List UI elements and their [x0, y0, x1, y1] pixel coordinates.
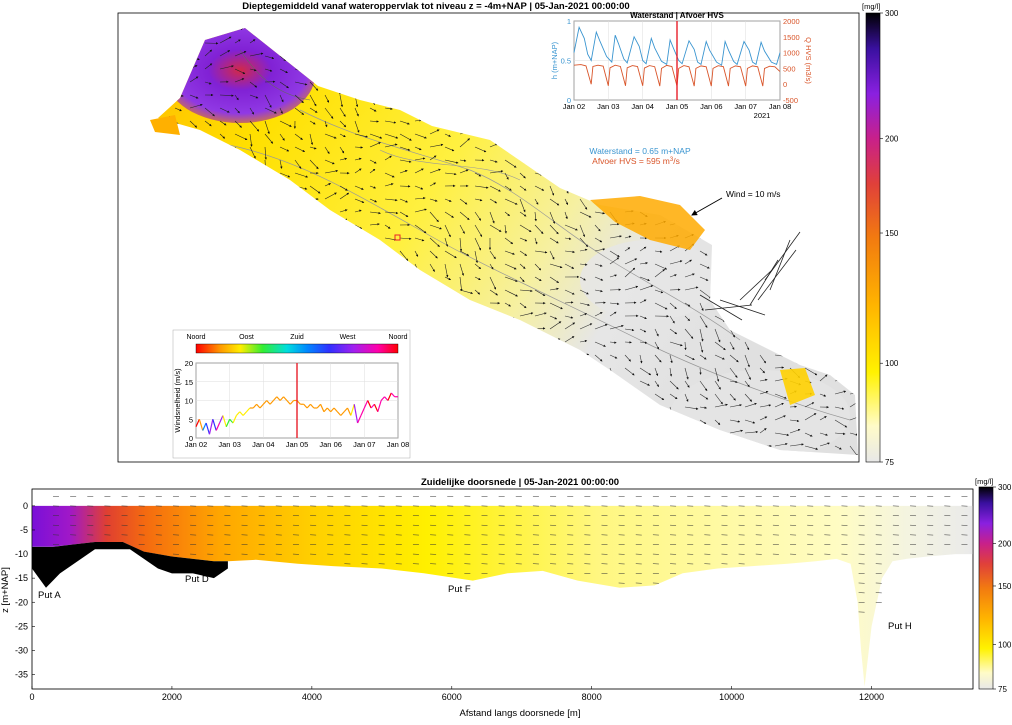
well-label-a: Put A	[38, 590, 61, 601]
wind-ylabel: Windsnelheid (m/s)	[173, 368, 182, 433]
colorbar-tick-label: 300	[885, 9, 899, 18]
inset-top-yright-tick: 2000	[783, 17, 800, 26]
section-x-tick: 10000	[719, 692, 744, 702]
inset-top-yright-tick: 1500	[783, 33, 800, 42]
section-x-tick: 6000	[442, 692, 462, 702]
section-x-tick: 8000	[582, 692, 602, 702]
wind-x-tick: Jan 03	[218, 440, 241, 449]
colorbar-tick-label: 150	[885, 229, 899, 238]
section-x-tick: 4000	[302, 692, 322, 702]
section-title: Zuidelijke doorsnede | 05-Jan-2021 00:00…	[421, 477, 619, 488]
wind-y-tick: 5	[189, 415, 193, 424]
section-colorbar-scale	[979, 487, 993, 689]
waterstand-annotation: Waterstand = 0.65 m+NAP	[589, 146, 691, 156]
top-colorbar-scale	[866, 13, 880, 462]
section-x-tick: 2000	[162, 692, 182, 702]
colorbar-tick-label: 100	[998, 641, 1012, 650]
inset-top-x-tick: Jan 04	[631, 102, 654, 111]
wind-direction-label: West	[340, 334, 356, 341]
inset-top-ylabel: h (m+NAP)	[550, 41, 559, 79]
wind-y-tick: 15	[185, 378, 193, 387]
inset-top-y-tick: 1	[567, 17, 571, 26]
section-colorbar-unit: [mg/l]	[975, 477, 993, 486]
colorbar-tick-label: 75	[885, 458, 894, 467]
inset-top-ylabel-right: Q HVS (m3/s)	[804, 37, 813, 84]
inset-top-yright-tick: -500	[783, 96, 798, 105]
wind-label: Wind = 10 m/s	[726, 189, 781, 199]
section-xlabel: Afstand langs doorsnede [m]	[460, 708, 581, 719]
wind-y-tick: 0	[189, 434, 193, 443]
section-colorbar: [mg/l] 300 200 150 100 75	[975, 477, 1012, 694]
wind-direction-label: Noord	[186, 334, 205, 341]
colorbar-tick-label: 75	[998, 685, 1007, 694]
wind-x-tick: Jan 08	[387, 440, 410, 449]
wind-y-tick: 10	[185, 397, 193, 406]
inset-top-y-tick: 0.5	[561, 57, 571, 66]
inset-top-yright-tick: 0	[783, 80, 787, 89]
wind-x-tick: Jan 05	[286, 440, 309, 449]
inset-top-year: 2021	[754, 111, 771, 120]
top-colorbar-unit: [mg/l]	[862, 2, 880, 11]
inset-top-yright-tick: 1000	[783, 49, 800, 58]
well-label-f: Put F	[448, 584, 471, 595]
inset-top-x-tick: Jan 03	[597, 102, 620, 111]
well-label-h: Put H	[888, 621, 912, 632]
inset-top-x-tick: Jan 07	[734, 102, 757, 111]
inset-top-x-tick: Jan 06	[700, 102, 723, 111]
colorbar-tick-label: 150	[998, 582, 1012, 591]
section-y-tick: -25	[15, 621, 28, 631]
inset-top-yright-tick: 500	[783, 64, 796, 73]
wind-direction-label: Noord	[388, 334, 407, 341]
well-label-d: Put D	[185, 574, 209, 585]
colorbar-tick-label: 100	[885, 359, 899, 368]
wind-direction-label: Zuid	[290, 334, 304, 341]
colorbar-tick-label: 200	[885, 135, 899, 144]
section-ylabel: z [m+NAP]	[0, 567, 11, 613]
section-x-tick: 12000	[859, 692, 884, 702]
wind-y-tick: 20	[185, 359, 193, 368]
top-map-title: Dieptegemiddeld vanaf wateroppervlak tot…	[242, 1, 629, 12]
inset-top-x-tick: Jan 05	[666, 102, 689, 111]
wind-x-tick: Jan 06	[319, 440, 342, 449]
wind-x-tick: Jan 04	[252, 440, 275, 449]
section-y-tick: -20	[15, 597, 28, 607]
section-y-tick: -30	[15, 645, 28, 655]
section-y-tick: -15	[15, 573, 28, 583]
cross-section-plot: 0 2000 4000 6000 8000 10000 12000 0 -5 -10 -15 -20 -…	[15, 489, 973, 702]
section-y-tick: -35	[15, 670, 28, 680]
colorbar-tick-label: 200	[998, 540, 1012, 549]
inset-top-title: Waterstand | Afvoer HVS	[630, 11, 724, 20]
wind-direction-colorbar	[196, 344, 398, 353]
wind-direction-label: Oost	[239, 334, 254, 341]
section-y-tick: -5	[20, 525, 28, 535]
colorbar-tick-label: 300	[998, 483, 1012, 492]
section-y-tick: 0	[23, 501, 28, 511]
section-x-tick: 0	[29, 692, 34, 702]
wind-x-tick: Jan 07	[353, 440, 376, 449]
afvoer-annotation: Afvoer HVS = 595 m3/s	[592, 156, 680, 166]
inset-top-y-tick: 0	[567, 96, 571, 105]
section-y-tick: -10	[15, 549, 28, 559]
top-colorbar: [mg/l] 300 200 150 100 75	[862, 2, 899, 467]
